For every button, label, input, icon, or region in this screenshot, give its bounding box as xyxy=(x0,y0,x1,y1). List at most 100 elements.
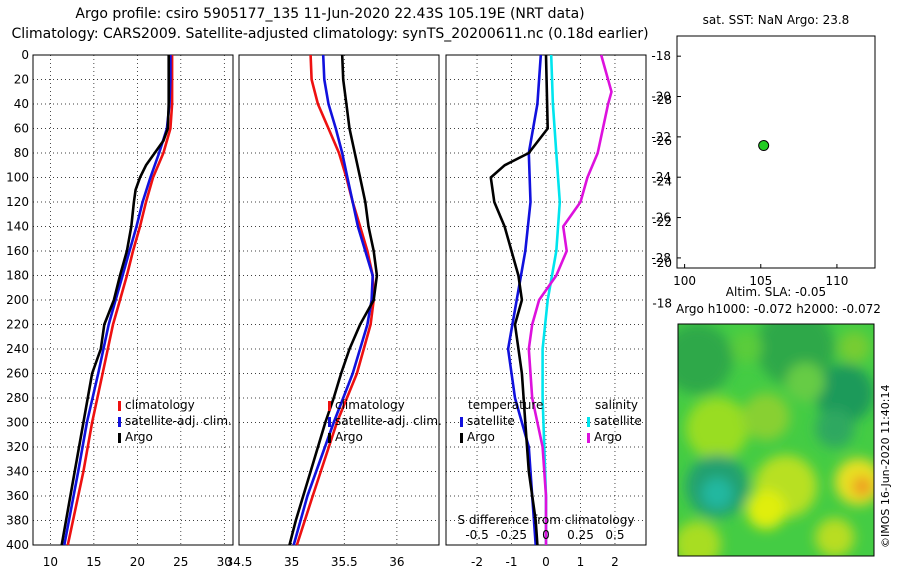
argo-position-marker xyxy=(758,140,770,152)
y-tick-label: 320 xyxy=(6,440,29,454)
series-line-satellite-adj-clim- xyxy=(292,54,375,546)
legend-1-2-swatch xyxy=(328,433,331,443)
y-tick-label: 160 xyxy=(6,244,29,258)
x-tick-label-salinity: -0.5 xyxy=(465,528,488,542)
y-tick-label: 300 xyxy=(6,416,29,430)
legend-1-0-swatch xyxy=(328,401,331,411)
x-tick-label: 25 xyxy=(173,555,188,569)
y-tick-label: 380 xyxy=(6,514,29,528)
sla-title: Altim. SLA: -0.05 xyxy=(725,285,827,299)
legend-0-1-swatch xyxy=(118,417,121,427)
y-tick-label: 140 xyxy=(6,220,29,234)
legend-1-1-label: satellite-adj. clim. xyxy=(335,414,442,428)
series-line-climatology xyxy=(295,54,376,546)
sla-y-tick-label: -18 xyxy=(652,297,672,311)
series-line-temperature-satellite xyxy=(506,54,543,546)
sla-blob xyxy=(852,476,873,497)
y-tick-label: 400 xyxy=(6,538,29,552)
x-tick-label: 10 xyxy=(43,555,58,569)
y-tick-label: 80 xyxy=(14,146,29,160)
sla-blob xyxy=(815,364,874,423)
sla-y-tick-label: -26 xyxy=(652,134,672,148)
y-tick-label: 200 xyxy=(6,293,29,307)
map-y-tick-label: -24 xyxy=(651,170,671,184)
sla-blob xyxy=(742,393,790,441)
x-tick-label-salinity: -0.25 xyxy=(496,528,527,542)
sla-blob xyxy=(815,408,855,448)
sla-frame xyxy=(677,323,875,557)
x-tick-label: 30 xyxy=(217,555,232,569)
map-y-tick-label: -28 xyxy=(651,251,671,265)
legend-2-2-label: satellite xyxy=(594,414,642,428)
y-tick-label: 220 xyxy=(6,318,29,332)
chart-title-line2: Climatology: CARS2009. Satellite-adjuste… xyxy=(11,26,649,42)
sla-blob xyxy=(815,517,855,556)
map-y-tick-label: -20 xyxy=(651,90,671,104)
legend-2-0-swatch xyxy=(460,417,463,427)
legend-temperature-title: temperature xyxy=(468,398,543,412)
legend-salinity-title: salinity xyxy=(595,398,638,412)
legend-2-0-label: satellite xyxy=(467,414,515,428)
sla-blob xyxy=(685,397,749,460)
map-y-tick-label: -18 xyxy=(651,49,671,63)
legend-2-1-swatch xyxy=(460,433,463,443)
sla-blob xyxy=(838,331,871,363)
y-tick-label: 40 xyxy=(14,97,29,111)
legend-2-3-swatch xyxy=(587,433,590,443)
sla-subtitle: Argo h1000: -0.072 h2000: -0.072 xyxy=(676,302,881,316)
diff-xlabel: S difference from climatology xyxy=(458,513,635,527)
imos-credit: ©IMOS 16-Jun-2020 11:40:14 xyxy=(879,384,892,548)
x-tick-label: 1 xyxy=(577,555,585,569)
x-tick-label: 36 xyxy=(389,555,404,569)
legend-0-1-label: satellite-adj. clim. xyxy=(125,414,232,428)
x-tick-label: 35.5 xyxy=(331,555,358,569)
sla-blob xyxy=(785,362,826,402)
x-tick-label: -2 xyxy=(471,555,483,569)
y-tick-label: 240 xyxy=(6,342,29,356)
sla-blob xyxy=(701,477,733,510)
x-tick-label: 34.5 xyxy=(226,555,253,569)
y-tick-label: 360 xyxy=(6,489,29,503)
x-tick-label-salinity: 0 xyxy=(542,528,550,542)
legend-0-0-label: climatology xyxy=(125,398,195,412)
y-tick-label: 260 xyxy=(6,367,29,381)
map-y-tick-label: -22 xyxy=(651,130,671,144)
legend-2-3-label: Argo xyxy=(594,430,622,444)
sla-blob xyxy=(678,520,722,556)
map-x-tick-label: 110 xyxy=(825,274,848,288)
sla-y-tick-label: -20 xyxy=(652,256,672,270)
x-tick-label-salinity: 0.5 xyxy=(605,528,624,542)
map-frame xyxy=(676,35,876,269)
y-tick-label: 340 xyxy=(6,465,29,479)
map-x-tick-label: 100 xyxy=(673,274,696,288)
sla-y-tick-label: -22 xyxy=(652,215,672,229)
y-tick-label: 180 xyxy=(6,269,29,283)
x-tick-label: 0 xyxy=(542,555,550,569)
map-title: sat. SST: NaN Argo: 23.8 xyxy=(702,13,850,27)
x-tick-label: 20 xyxy=(130,555,145,569)
sla-blob xyxy=(730,331,763,363)
series-line-temperature-argo xyxy=(489,54,550,546)
y-tick-label: 20 xyxy=(14,73,29,87)
x-tick-label: 35 xyxy=(284,555,299,569)
series-line-argo xyxy=(60,55,170,546)
legend-0-0-swatch xyxy=(118,401,121,411)
x-tick-label-salinity: 0.25 xyxy=(567,528,594,542)
x-tick-label: -1 xyxy=(506,555,518,569)
series-line-climatology xyxy=(66,55,174,546)
legend-2-1-label: Argo xyxy=(467,430,495,444)
x-tick-label: 2 xyxy=(611,555,619,569)
y-tick-label: 60 xyxy=(14,122,29,136)
x-tick-label: 15 xyxy=(86,555,101,569)
sla-y-tick-label: -28 xyxy=(652,93,672,107)
legend-0-2-label: Argo xyxy=(125,430,153,444)
y-tick-label: 0 xyxy=(21,48,29,62)
map-x-tick-label: 105 xyxy=(749,274,772,288)
y-tick-label: 120 xyxy=(6,195,29,209)
sla-y-tick-label: -24 xyxy=(652,175,672,189)
sla-blob xyxy=(746,490,786,530)
y-tick-label: 280 xyxy=(6,391,29,405)
map-y-tick-label: -26 xyxy=(651,211,671,225)
series-line-salinity-argo xyxy=(527,54,613,545)
